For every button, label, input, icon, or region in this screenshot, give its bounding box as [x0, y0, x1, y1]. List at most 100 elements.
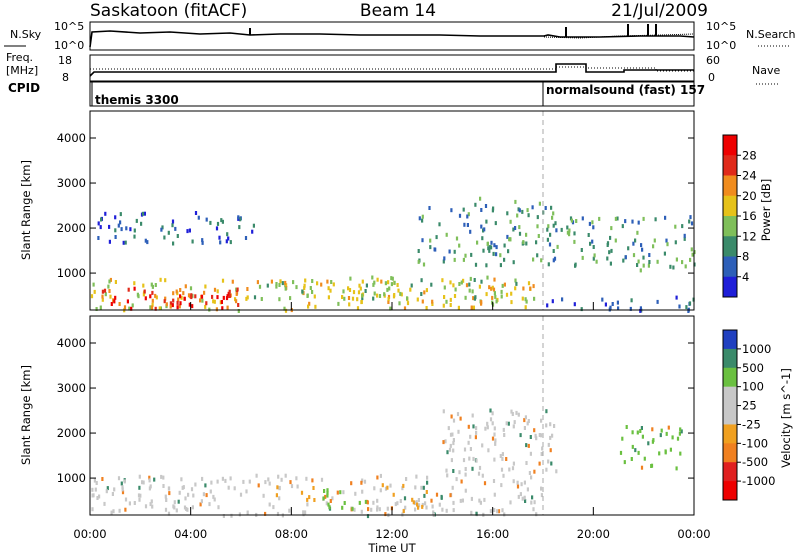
heatmap-cell	[545, 467, 548, 472]
heatmap-cell	[474, 262, 478, 267]
heatmap-cell	[380, 279, 383, 284]
heatmap-cell	[141, 211, 145, 216]
colorbar-frame	[722, 329, 738, 501]
heatmap-cell	[449, 297, 452, 302]
freq-label: Freq.	[6, 51, 33, 64]
heatmap-cell	[675, 466, 678, 471]
heatmap-cell	[540, 493, 543, 498]
heatmap-cell	[328, 505, 331, 510]
heatmap-cell	[420, 292, 423, 296]
heatmap-cell	[580, 307, 583, 312]
heatmap-cell	[103, 288, 107, 293]
xtick-label: 08:00	[275, 527, 308, 541]
heatmap-cell	[690, 247, 693, 252]
heatmap-cell	[665, 238, 668, 243]
heatmap-cell	[235, 287, 238, 292]
heatmap-cell	[570, 218, 573, 223]
heatmap-cell	[278, 496, 281, 501]
heatmap-cell	[538, 461, 541, 466]
heatmap-cell	[414, 507, 417, 512]
heatmap-cell	[499, 454, 502, 458]
heatmap-cell	[533, 469, 536, 474]
heatmap-cell	[506, 234, 509, 239]
heatmap-cell	[617, 306, 620, 311]
heatmap-cell	[654, 217, 657, 222]
heatmap-cell	[486, 241, 489, 246]
heatmap-cell	[201, 476, 204, 481]
heatmap-cell	[327, 295, 330, 300]
heatmap-cell	[634, 238, 637, 243]
heatmap-cell	[388, 286, 391, 291]
heatmap-cell	[652, 244, 655, 249]
heatmap-cell	[523, 495, 526, 500]
heatmap-cell	[478, 465, 482, 470]
heatmap-cell	[378, 294, 382, 298]
heatmap-cell	[490, 286, 493, 291]
freq-trace	[89, 63, 694, 77]
heatmap-cell	[337, 301, 340, 306]
heatmap-cell	[187, 293, 191, 298]
heatmap-cell	[133, 281, 136, 286]
heatmap-cell	[191, 304, 194, 309]
heatmap-cell	[546, 303, 549, 308]
heatmap-cell	[666, 242, 669, 247]
heatmap-cell	[141, 480, 144, 485]
heatmap-cell	[109, 277, 112, 282]
heatmap-cell	[378, 507, 381, 512]
heatmap-cell	[426, 480, 429, 485]
heatmap-cell	[452, 441, 455, 446]
heatmap-cell	[611, 302, 614, 306]
heatmap-cell	[651, 427, 654, 432]
heatmap-cell	[503, 512, 506, 517]
heatmap-cell	[426, 475, 429, 480]
heatmap-cell	[526, 487, 529, 492]
heatmap-cell	[289, 480, 292, 485]
freq-unit: [MHz]	[6, 64, 38, 77]
heatmap-cell	[210, 480, 213, 485]
heatmap-cell	[438, 502, 441, 507]
colorbar-tick-label: 100	[742, 380, 764, 394]
heatmap-cell	[521, 496, 524, 501]
heatmap-cell	[639, 306, 642, 311]
heatmap-cell	[181, 485, 184, 490]
heatmap-cell	[634, 448, 637, 453]
heatmap-cell	[464, 467, 467, 471]
heatmap-cell	[532, 507, 535, 512]
heatmap-cell	[325, 501, 328, 506]
heatmap-cell	[512, 260, 515, 265]
heatmap-cell	[676, 436, 680, 441]
heatmap-cell	[306, 502, 309, 507]
heatmap-cell	[306, 293, 309, 298]
heatmap-cell	[97, 221, 100, 226]
heatmap-cell	[521, 209, 524, 214]
heatmap-cell	[518, 231, 522, 236]
ytick-label: 4000	[57, 131, 86, 145]
heatmap-cell	[547, 459, 550, 464]
heatmap-cell	[495, 245, 498, 250]
heatmap-cell	[389, 483, 392, 488]
heatmap-cell	[552, 249, 555, 253]
heatmap-cell	[191, 505, 194, 510]
heatmap-cell	[488, 245, 491, 250]
heatmap-cell	[422, 485, 425, 490]
heatmap-cell	[358, 283, 361, 288]
heatmap-cell	[480, 300, 483, 305]
heatmap-cell	[468, 288, 471, 293]
heatmap-cell	[524, 415, 527, 420]
heatmap-cell	[464, 253, 467, 258]
heatmap-cell	[631, 219, 634, 224]
heatmap-cell	[406, 301, 410, 306]
heatmap-cell	[280, 477, 283, 482]
heatmap-cell	[463, 222, 466, 227]
heatmap-cell	[656, 259, 659, 264]
heatmap-cell	[517, 207, 520, 212]
heatmap-cell	[550, 205, 553, 210]
heatmap-cell	[524, 499, 527, 503]
heatmap-cell	[573, 239, 576, 244]
heatmap-cell	[171, 219, 175, 224]
heatmap-cell	[443, 256, 446, 261]
heatmap-cell	[92, 282, 95, 287]
heatmap-cell	[336, 490, 339, 495]
heatmap-cell	[499, 263, 502, 268]
heatmap-cell	[343, 501, 346, 505]
